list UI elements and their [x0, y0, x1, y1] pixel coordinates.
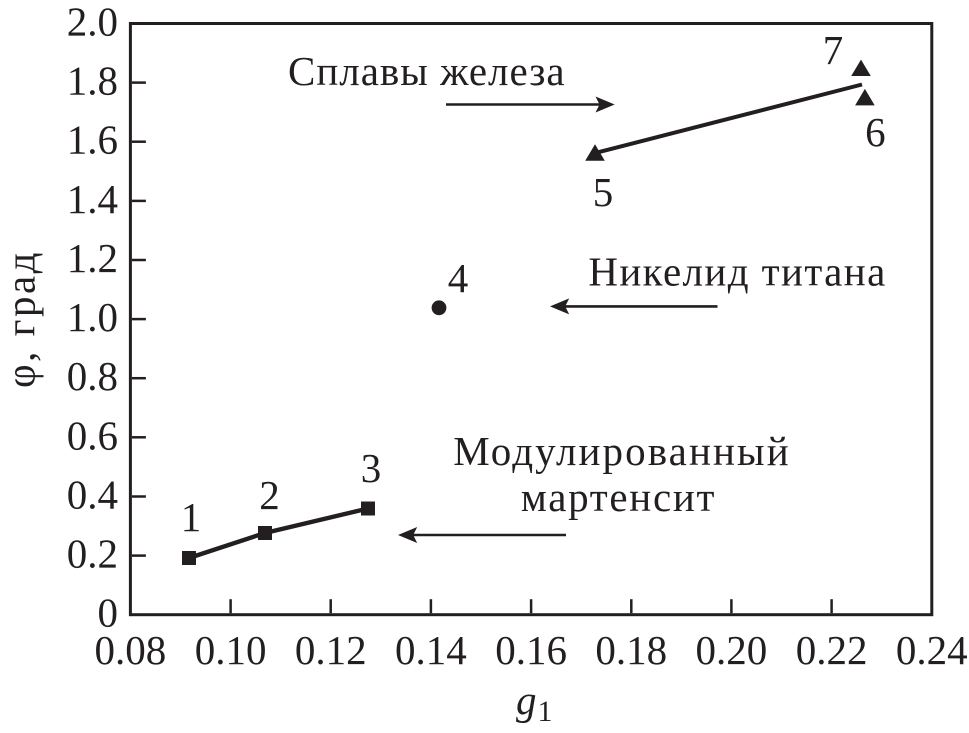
- svg-text:0.22: 0.22: [796, 627, 868, 673]
- svg-text:0.8: 0.8: [67, 353, 118, 399]
- svg-text:g: g: [516, 677, 537, 723]
- svg-text:7: 7: [823, 27, 844, 73]
- svg-text:0.6: 0.6: [67, 412, 118, 458]
- svg-text:5: 5: [593, 169, 614, 215]
- svg-text:4: 4: [448, 255, 469, 301]
- svg-text:6: 6: [865, 109, 886, 155]
- svg-text:2: 2: [259, 472, 280, 518]
- svg-text:1.6: 1.6: [67, 117, 118, 163]
- svg-text:0.08: 0.08: [95, 627, 167, 673]
- svg-text:0.12: 0.12: [295, 627, 367, 673]
- svg-text:1: 1: [181, 494, 202, 540]
- svg-text:1: 1: [538, 695, 553, 728]
- svg-text:0.16: 0.16: [495, 627, 567, 673]
- svg-text:0.18: 0.18: [595, 627, 667, 673]
- svg-text:мартенсит: мартенсит: [521, 474, 716, 520]
- svg-text:0.24: 0.24: [896, 627, 968, 673]
- svg-text:Никелид титана: Никелид титана: [588, 249, 886, 295]
- svg-text:1.4: 1.4: [67, 176, 118, 222]
- svg-text:φ, град: φ, град: [0, 250, 44, 388]
- svg-text:0.20: 0.20: [696, 627, 768, 673]
- svg-text:0.14: 0.14: [395, 627, 467, 673]
- svg-text:0.4: 0.4: [67, 472, 118, 518]
- svg-text:0.10: 0.10: [195, 627, 267, 673]
- svg-text:0: 0: [98, 590, 119, 636]
- svg-text:3: 3: [361, 445, 382, 491]
- svg-text:1.0: 1.0: [67, 294, 118, 340]
- svg-text:0.2: 0.2: [67, 531, 118, 577]
- svg-text:1.2: 1.2: [67, 235, 118, 281]
- svg-text:1.8: 1.8: [67, 58, 118, 104]
- svg-text:Модулированный: Модулированный: [453, 428, 791, 474]
- svg-text:Сплавы железа: Сплавы железа: [288, 48, 566, 94]
- svg-text:2.0: 2.0: [67, 0, 118, 45]
